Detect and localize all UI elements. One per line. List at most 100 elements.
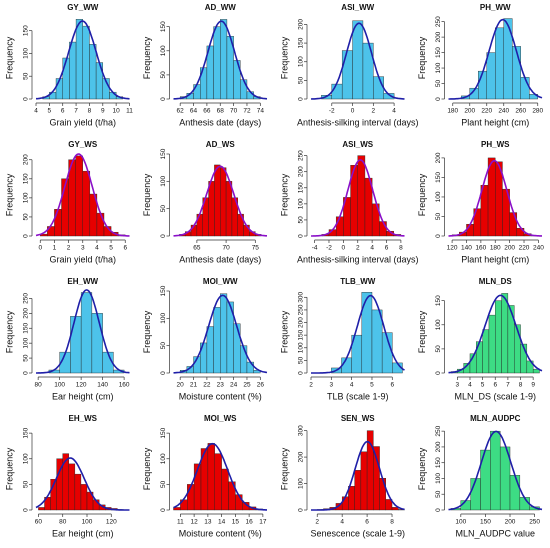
panel-title: ASI_WW bbox=[341, 3, 374, 12]
histogram-bar bbox=[501, 293, 509, 374]
histogram-panel: MOI_WS Moisture content (%) Frequency 11 12 1… bbox=[142, 414, 267, 538]
x-tick-label: 74 bbox=[257, 108, 265, 115]
x-tick-label: 60 bbox=[35, 519, 43, 526]
x-tick-label: 180 bbox=[447, 108, 458, 115]
x-tick-label: 4 bbox=[34, 108, 38, 115]
x-tick-label: 0 bbox=[342, 245, 346, 252]
fit-curve bbox=[311, 440, 405, 511]
x-tick-label: 13 bbox=[204, 519, 212, 526]
histogram-bar bbox=[341, 50, 353, 100]
y-tick-label: 200 bbox=[435, 441, 442, 452]
histogram-bar bbox=[391, 507, 399, 511]
x-tick-label: 7 bbox=[74, 108, 78, 115]
panel-title: PH_WW bbox=[480, 3, 511, 12]
y-axis-label: Frequency bbox=[4, 447, 14, 490]
histogram-panel: ASI_WW Anthesis-silking interval (days) Fr… bbox=[279, 3, 418, 127]
y-tick-label: 200 bbox=[298, 166, 305, 177]
y-tick-label: 250 bbox=[435, 16, 442, 27]
histogram-panel: AD_WS Anthesis date (days) Frequency 65 70 75… bbox=[142, 140, 267, 264]
x-tick-label: 25 bbox=[243, 382, 251, 389]
panel-title: AD_WS bbox=[206, 140, 236, 149]
histogram-bar bbox=[70, 316, 82, 374]
x-tick-label: 240 bbox=[533, 245, 544, 252]
y-tick-label: 100 bbox=[160, 453, 167, 464]
x-tick-label: 3 bbox=[456, 382, 460, 389]
histogram-bar bbox=[62, 57, 70, 100]
fit-curve bbox=[311, 294, 405, 374]
y-tick-label: 150 bbox=[435, 172, 442, 183]
x-tick-label: 20 bbox=[177, 382, 185, 389]
histogram-bar bbox=[193, 84, 201, 100]
histogram-bar bbox=[373, 76, 384, 100]
histogram-bar bbox=[246, 361, 254, 374]
histogram-bar bbox=[352, 20, 364, 100]
histogram-bar bbox=[331, 83, 343, 100]
x-tick-label: 3 bbox=[330, 382, 334, 389]
x-tick-label: 14 bbox=[218, 519, 226, 526]
panel-title: ASI_WS bbox=[342, 140, 373, 149]
y-tick-label: 50 bbox=[298, 356, 305, 364]
x-tick-label: 0 bbox=[351, 108, 355, 115]
y-tick-label: 250 bbox=[435, 425, 442, 436]
fit-curve bbox=[36, 289, 130, 374]
y-tick-label: 250 bbox=[298, 150, 305, 161]
x-tick-label: 8 bbox=[390, 519, 394, 526]
y-tick-label: 0 bbox=[435, 371, 442, 375]
histogram-bar bbox=[385, 499, 393, 511]
x-tick-label: 64 bbox=[190, 108, 198, 115]
histogram-bar bbox=[520, 77, 530, 100]
x-tick-label: -2 bbox=[329, 108, 335, 115]
histogram-panel: MLN_AUDPC MLN_AUDPC value Frequency 100 150 2… bbox=[417, 414, 543, 538]
y-axis-label: Frequency bbox=[142, 310, 152, 353]
x-tick-label: 21 bbox=[190, 382, 198, 389]
x-tick-label: 9 bbox=[531, 382, 535, 389]
x-tick-label: 10 bbox=[113, 108, 121, 115]
panel-title: EH_WS bbox=[69, 414, 98, 423]
fit-curve bbox=[36, 20, 130, 100]
y-axis-label: Frequency bbox=[279, 36, 289, 79]
y-axis-label: Frequency bbox=[4, 310, 14, 353]
x-tick-label: 22 bbox=[203, 382, 211, 389]
histogram-bar bbox=[68, 463, 76, 511]
x-axis-label: Anthesis-silking interval (days) bbox=[297, 254, 419, 264]
y-axis-label: Frequency bbox=[417, 310, 427, 353]
x-tick-label: 240 bbox=[498, 108, 509, 115]
histogram-panel: PH_WS Plant height (cm) Frequency 120 140 160… bbox=[417, 140, 544, 264]
histogram-bar bbox=[357, 155, 366, 237]
histogram-bar bbox=[69, 41, 77, 100]
y-tick-label: 50 bbox=[435, 80, 442, 88]
x-tick-label: 150 bbox=[480, 519, 491, 526]
y-tick-label: 50 bbox=[160, 342, 167, 350]
histogram-bar bbox=[520, 343, 528, 374]
histogram-bar bbox=[75, 19, 83, 100]
x-tick-label: 70 bbox=[230, 108, 238, 115]
x-axis-label: MLN_DS (scale 1-9) bbox=[454, 391, 536, 401]
x-tick-label: 140 bbox=[461, 245, 472, 252]
panel-title: GY_WW bbox=[67, 3, 99, 12]
x-tick-label: 120 bbox=[447, 245, 458, 252]
y-tick-label: 150 bbox=[160, 21, 167, 32]
fit-curve bbox=[35, 457, 130, 511]
y-tick-label: 200 bbox=[435, 31, 442, 42]
x-axis-label: Moisture content (%) bbox=[179, 528, 262, 538]
panel-title: GY_WS bbox=[68, 140, 98, 149]
fit-curve bbox=[448, 294, 543, 374]
x-axis-label: TLB (scale 1-9) bbox=[327, 391, 389, 401]
y-tick-label: 150 bbox=[23, 173, 30, 184]
x-tick-label: 11 bbox=[177, 519, 184, 526]
fit-curve bbox=[173, 20, 268, 100]
x-tick-label: 62 bbox=[177, 108, 185, 115]
fit-curve bbox=[173, 165, 267, 237]
histogram-panel: MOI_WW Moisture content (%) Frequency 20 21 2… bbox=[142, 277, 268, 401]
x-tick-label: 280 bbox=[532, 108, 543, 115]
histogram-bar bbox=[208, 181, 215, 237]
panel-title: SEN_WS bbox=[341, 414, 375, 423]
histogram-bar bbox=[470, 478, 481, 511]
x-axis-label: Plant height (cm) bbox=[461, 117, 529, 127]
histogram-bar bbox=[80, 292, 93, 374]
x-axis-label: Anthesis-silking interval (days) bbox=[297, 117, 419, 127]
histogram-panel: SEN_WS Senescence (scale 1-9) Frequency 2 4 6… bbox=[279, 414, 405, 538]
x-tick-label: -4 bbox=[312, 245, 318, 252]
histogram-bar bbox=[482, 329, 490, 374]
x-tick-label: 5 bbox=[370, 382, 374, 389]
